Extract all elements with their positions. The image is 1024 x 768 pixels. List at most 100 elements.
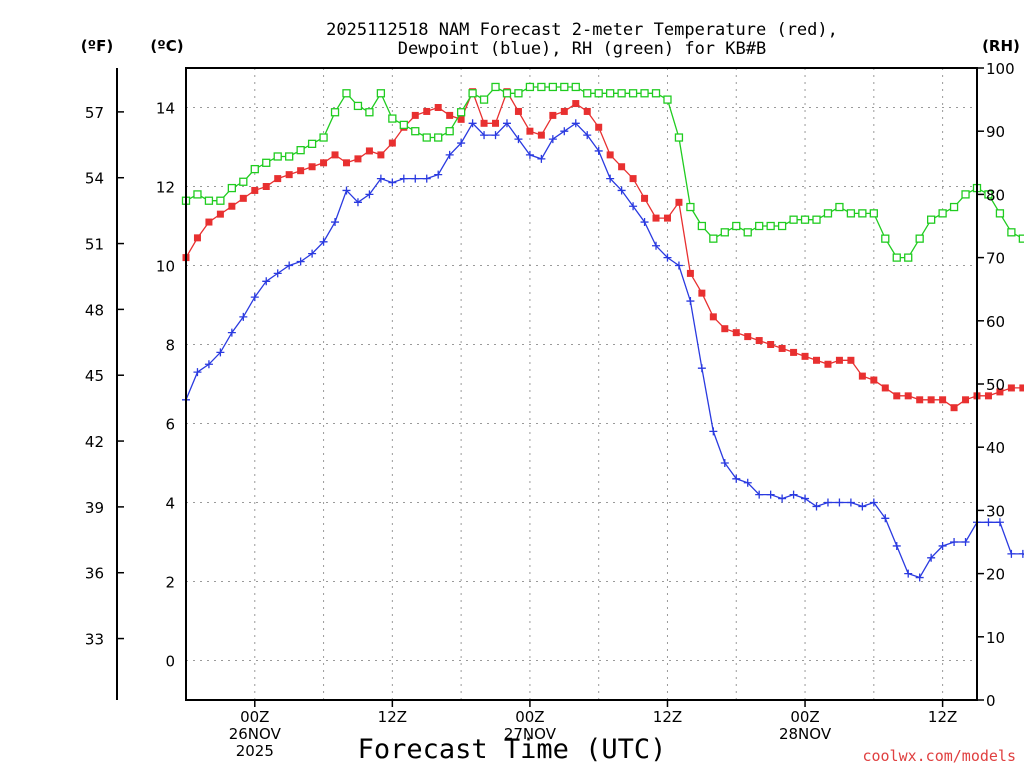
dewpoint-point — [537, 154, 546, 163]
temperature-point — [732, 329, 740, 337]
temperature-point — [583, 107, 591, 115]
dewpoint-point — [709, 427, 718, 436]
dewpoint-point — [697, 364, 706, 373]
dewpoint-point — [801, 494, 810, 503]
temperature-point — [297, 167, 305, 175]
fahrenheit-tick-label: 33 — [85, 631, 104, 649]
rh-point — [709, 234, 718, 243]
dewpoint-point — [652, 241, 661, 250]
rh-tick-label: 70 — [986, 250, 1005, 268]
temperature-point — [365, 147, 373, 155]
dewpoint-point — [319, 237, 328, 246]
dewpoint-point — [457, 139, 466, 148]
dewpoint-point — [525, 150, 534, 159]
rh-point — [777, 221, 787, 231]
dewpoint-point — [227, 328, 236, 337]
dewpoint-point — [732, 474, 741, 483]
rh-point — [262, 158, 271, 167]
rh-point — [388, 114, 397, 123]
temperature-point — [377, 151, 385, 159]
dewpoint-point — [204, 360, 213, 369]
rh-point — [663, 95, 672, 104]
rh-point — [296, 146, 305, 155]
temperature-point — [595, 123, 603, 131]
rh-point — [411, 127, 420, 136]
rh-point — [445, 127, 454, 136]
temperature-point — [1007, 384, 1015, 392]
temperature-point — [480, 119, 488, 127]
rh-point — [674, 133, 684, 142]
x-tick-label: 00Z — [790, 708, 819, 726]
dewpoint-point — [846, 498, 855, 507]
rh-point — [548, 82, 557, 92]
temperature-point — [686, 269, 694, 277]
dewpoint-point — [285, 261, 294, 270]
series-rh — [181, 82, 1024, 262]
dewpoint-point — [250, 293, 259, 302]
dewpoint-point — [445, 150, 454, 159]
dewpoint-point — [869, 498, 878, 507]
celsius-tick-label: 4 — [165, 495, 175, 513]
temperature-point — [1019, 384, 1024, 392]
dewpoint-point — [950, 538, 959, 546]
dewpoint-point — [606, 174, 615, 183]
rh-point — [434, 133, 443, 142]
dewpoint-point — [480, 131, 489, 140]
dewpoint-point — [835, 498, 844, 507]
temperature-point — [663, 214, 671, 222]
dewpoint-point — [296, 257, 305, 266]
temperature-point — [881, 384, 889, 392]
chart-title-line-1: 2025112518 NAM Forecast 2-meter Temperat… — [326, 20, 838, 40]
temperature-point — [274, 175, 282, 183]
rh-point — [491, 82, 500, 92]
dewpoint-point — [353, 198, 362, 207]
tick-labels: 0 2 4 6 8 10 12 14 33 36 39 42 45 48 51 54 57 0 10 20 30 40 50… — [85, 60, 1015, 760]
temperature-point — [492, 119, 500, 127]
rh-point — [766, 221, 775, 231]
rh-point — [502, 89, 512, 98]
temperature-point — [790, 348, 798, 356]
source-credit: coolwx.com/models — [862, 747, 1016, 765]
rh-tick-label: 10 — [986, 629, 1005, 647]
dewpoint-point — [411, 174, 420, 183]
chart-title-line-2: Dewpoint (blue), RH (green) for KB#B — [398, 39, 766, 59]
temperature-point — [411, 111, 419, 119]
rh-point — [995, 209, 1005, 218]
dewpoint-point — [961, 538, 970, 546]
dewpoint-point — [858, 502, 867, 511]
rh-point — [651, 89, 661, 98]
temperature-point — [216, 210, 224, 218]
dewpoint-point — [766, 490, 775, 499]
temperature-point — [457, 115, 465, 123]
dewpoint-point — [686, 297, 695, 306]
rh-point — [984, 190, 993, 199]
temperature-point — [537, 131, 545, 139]
temperature-point — [996, 388, 1004, 396]
fahrenheit-tick-label: 45 — [85, 367, 104, 385]
temperature-point — [388, 139, 396, 147]
temperature-point — [434, 104, 442, 111]
celsius-unit-label: (ºC) — [150, 37, 183, 55]
rh-point — [422, 133, 431, 142]
dewpoint-point — [1018, 549, 1024, 558]
dewpoint-point — [789, 490, 798, 499]
plot-frame — [185, 67, 978, 701]
rh-point — [239, 177, 248, 186]
temperature-point — [262, 183, 270, 190]
temperature-point — [858, 372, 866, 380]
rh-point — [938, 209, 947, 218]
celsius-tick-label: 12 — [156, 179, 175, 197]
dewpoint-point — [502, 119, 511, 128]
dewpoint-point — [778, 494, 787, 503]
dewpoint-line — [185, 122, 1024, 579]
dewpoint-point — [491, 131, 500, 140]
rh-point — [697, 221, 707, 231]
dewpoint-point — [262, 277, 271, 286]
dewpoint-point — [583, 131, 592, 140]
temperature-point — [950, 404, 958, 412]
rh-point — [617, 89, 626, 98]
fahrenheit-tick-label: 39 — [85, 499, 104, 517]
celsius-tick-label: 6 — [165, 416, 175, 434]
temperature-point — [618, 163, 626, 171]
dewpoint-point — [388, 178, 397, 187]
